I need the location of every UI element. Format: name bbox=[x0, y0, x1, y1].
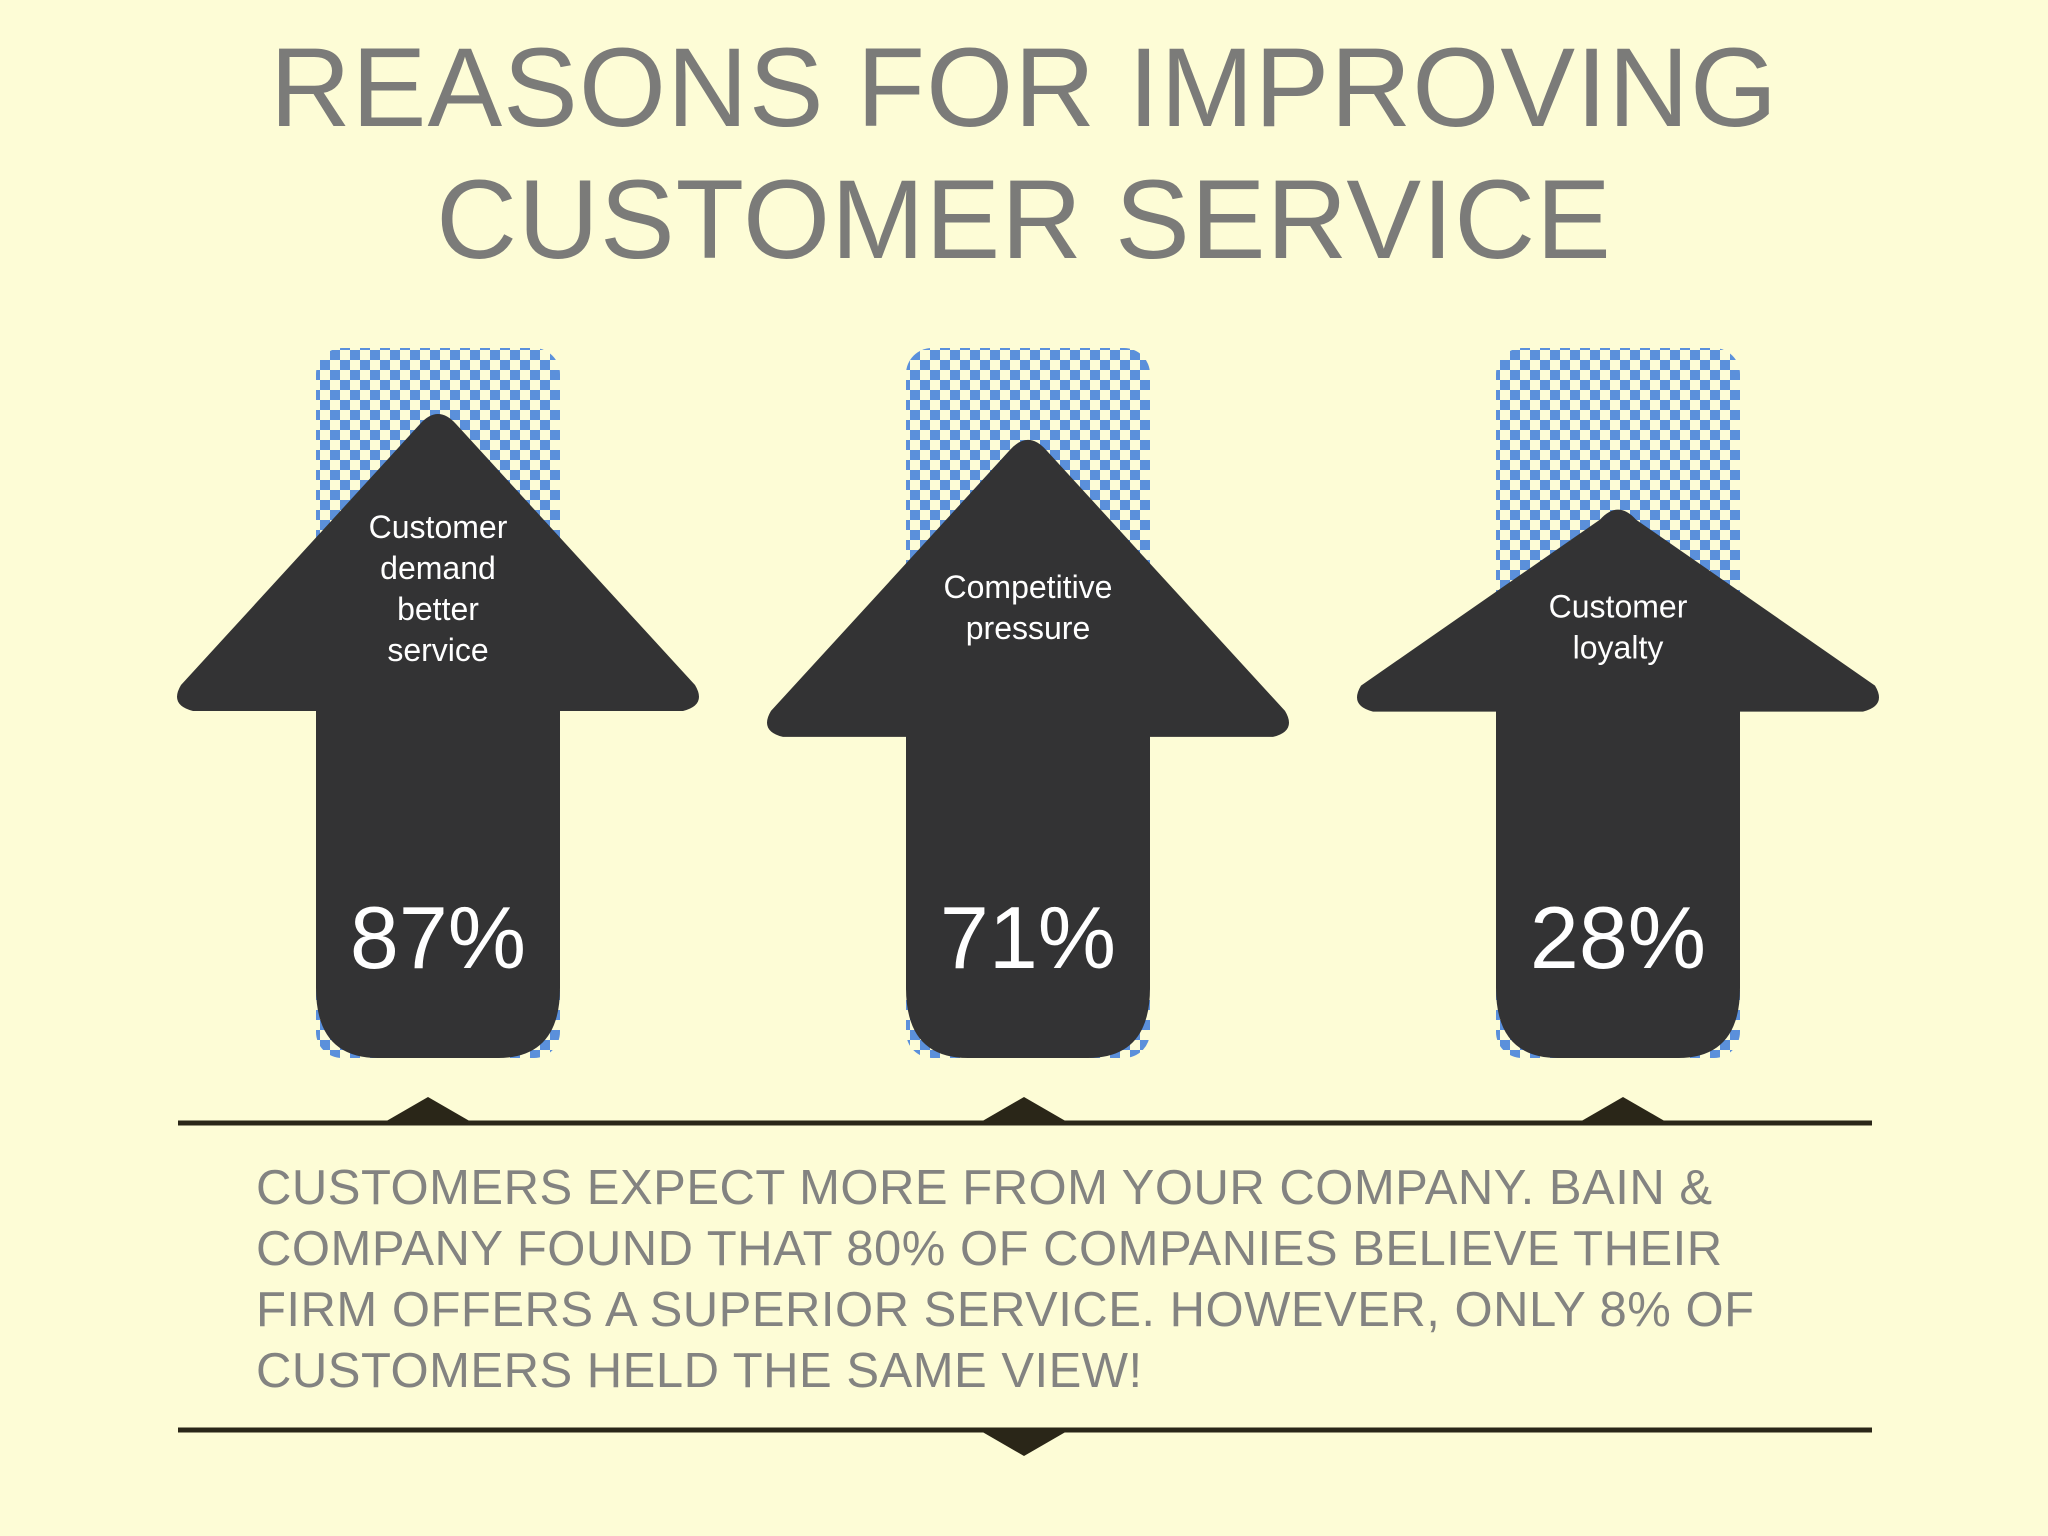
caption-line-1: CUSTOMERS EXPECT MORE FROM YOUR COMPANY.… bbox=[256, 1161, 1713, 1215]
title-line-1: REASONS FOR IMPROVING bbox=[269, 25, 1779, 150]
caption-text: CUSTOMERS EXPECT MORE FROM YOUR COMPANY.… bbox=[256, 1158, 1816, 1402]
divider-bottom-notch bbox=[979, 1430, 1069, 1456]
arrow-bar-3: Customer loyalty 28% bbox=[1357, 348, 1879, 1058]
page-title: REASONS FOR IMPROVING CUSTOMER SERVICE bbox=[0, 22, 2048, 286]
category-label-1-line-4: service bbox=[387, 632, 488, 668]
arrow-shape-1 bbox=[177, 414, 699, 1058]
caption-line-3: FIRM OFFERS A SUPERIOR SERVICE. HOWEVER,… bbox=[256, 1283, 1755, 1337]
value-label-1: 87% bbox=[350, 888, 526, 987]
category-label-1-line-3: better bbox=[397, 591, 479, 627]
category-label-2-line-2: pressure bbox=[966, 610, 1091, 646]
caption-line-2: COMPANY FOUND THAT 80% OF COMPANIES BELI… bbox=[256, 1222, 1723, 1276]
category-label-2-line-1: Competitive bbox=[944, 569, 1113, 605]
divider-top bbox=[178, 1097, 1872, 1126]
category-label-1-line-2: demand bbox=[380, 550, 496, 586]
arrow-shape-2 bbox=[767, 439, 1289, 1058]
caption-line-4: CUSTOMERS HELD THE SAME VIEW! bbox=[256, 1344, 1143, 1398]
divider-bottom bbox=[178, 1427, 1872, 1456]
divider-notch-3 bbox=[1578, 1097, 1668, 1123]
title-line-2: CUSTOMER SERVICE bbox=[436, 157, 1612, 282]
category-label-3-line-1: Customer bbox=[1549, 589, 1688, 625]
arrow-bar-1: Customer demand better service 87% bbox=[177, 348, 699, 1058]
arrow-bar-2: Competitive pressure 71% bbox=[767, 348, 1289, 1058]
category-label-3-line-2: loyalty bbox=[1573, 630, 1664, 666]
value-label-3: 28% bbox=[1530, 888, 1706, 987]
value-label-2: 71% bbox=[940, 888, 1116, 987]
bars-layer: Customer demand better service 87% Competitiv… bbox=[177, 348, 1879, 1058]
arrow-shape-3 bbox=[1357, 509, 1879, 1058]
category-label-1-line-1: Customer bbox=[369, 509, 508, 545]
divider-notch-2 bbox=[979, 1097, 1069, 1123]
divider-notch-1 bbox=[383, 1097, 473, 1123]
